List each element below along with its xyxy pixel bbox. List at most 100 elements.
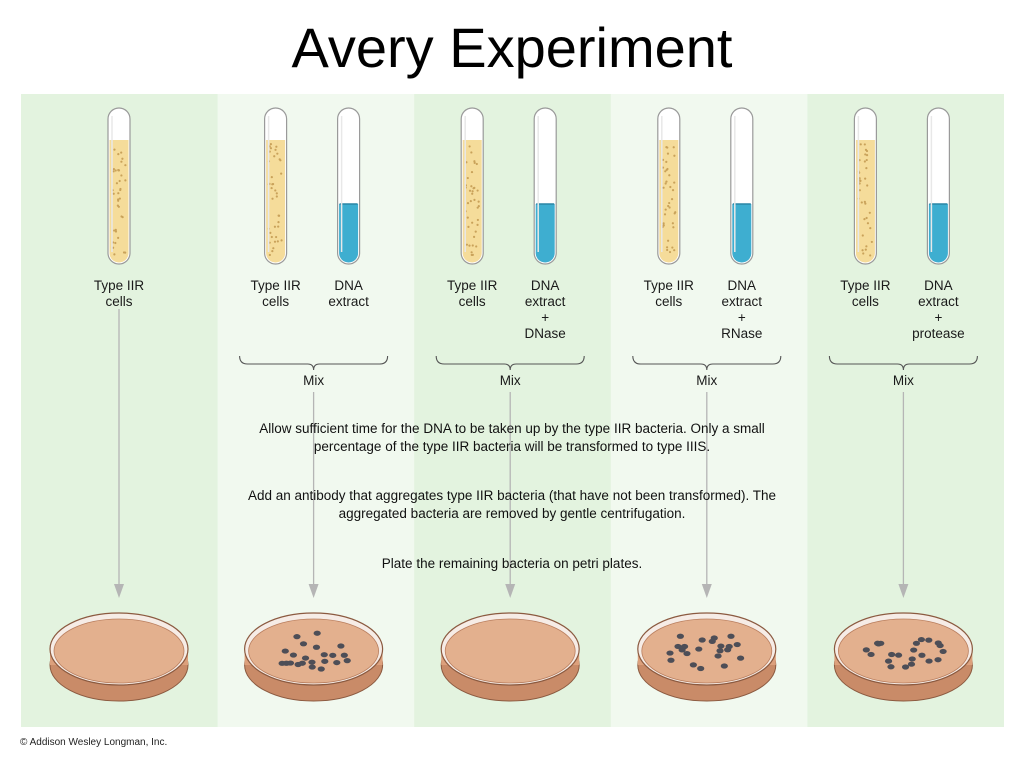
cell-dot [673,249,676,252]
colony [667,657,675,663]
arrow-head-4 [701,584,712,598]
cell-dot [662,186,665,189]
cell-dot [119,187,122,191]
cell-dot [863,218,866,221]
colony [717,643,725,649]
cells-label-5: Type IIR cells [840,278,891,309]
copyright-notice: © Addison Wesley Longman, Inc. [20,737,168,748]
cell-dot [466,176,469,180]
colony [733,641,741,648]
cell-dot [865,158,868,162]
cell-dot [673,154,676,157]
cell-dot [270,176,273,179]
cell-dot [114,230,118,233]
colony [683,650,691,657]
cell-dot [277,214,280,217]
cell-dot [471,221,474,224]
mix-label-3: Mix [499,373,521,388]
cell-dot [271,197,274,200]
cell-dot [467,225,470,228]
cell-dot [662,222,665,225]
cell-dot [270,235,273,239]
colony [301,655,310,661]
colony [727,633,735,639]
cell-dot [270,186,273,190]
cell-dot [275,145,278,148]
cell-dot [466,216,469,219]
dna-liquid-3 [535,204,555,263]
cell-dot [665,180,668,183]
colony [340,652,348,658]
colony [708,638,716,644]
colony [918,652,926,658]
cell-dot [862,252,865,255]
colony [912,640,921,646]
cell-dot [114,241,117,245]
agar-5 [838,618,969,684]
extract-label-2: DNA extract [328,278,369,309]
cell-dot [870,240,873,244]
agar-1 [53,618,185,684]
colony [308,659,316,665]
cell-dot [113,148,116,151]
cell-dot [114,228,117,231]
label-layer: Type IIR cells Type IIR cells DNA extract M… [21,94,1004,727]
cell-dot [476,189,479,192]
colony [312,644,321,650]
cell-dot [670,198,674,201]
colony [308,664,316,670]
colony [293,634,301,640]
cell-dot [672,146,675,149]
cell-dot [470,151,473,154]
cell-dot [269,143,273,146]
colony [884,658,893,664]
cell-dot [280,239,283,242]
mix-bracket-2 [239,355,389,371]
cell-dot [674,211,677,214]
cell-dot [865,167,868,170]
colony [894,652,903,658]
cell-dot [274,148,277,151]
experiment-diagram [21,94,1004,727]
cell-dot [278,158,281,161]
cell-dot [112,167,116,171]
cell-dot [117,198,120,201]
cell-dot [118,197,121,200]
colony [678,647,686,653]
dna-liquid-5 [928,204,948,263]
cell-dot [476,206,479,209]
cell-dot [671,246,674,249]
cell-dot [271,183,274,186]
cell-dot [471,192,474,195]
cell-dot [865,216,868,220]
cell-dot [277,225,280,228]
colony [939,648,947,655]
cell-dot [120,215,123,218]
cell-dot [865,154,869,157]
cell-dot [666,152,670,155]
cell-dot [671,189,675,192]
colony [917,636,925,643]
cell-dot [668,201,671,205]
cell-dot [869,254,872,257]
cell-dot [664,170,667,173]
agar-3 [444,618,576,684]
cell-dot [117,236,120,240]
colony [676,633,684,639]
colony [689,662,697,668]
cell-dot [275,235,278,239]
cell-dot [475,162,478,166]
cell-dot [470,185,473,188]
cell-dot [471,190,474,193]
colony [736,655,745,661]
cell-dot [112,170,115,173]
arrow-head-3 [505,584,516,598]
colony [934,640,942,646]
colony [321,658,329,664]
colony [298,660,306,666]
cell-dot [671,222,674,225]
cell-dot [668,206,671,209]
cells-label-2: Type IIR cells [250,278,301,309]
cell-dot [273,225,277,228]
cell-dot [275,195,278,198]
